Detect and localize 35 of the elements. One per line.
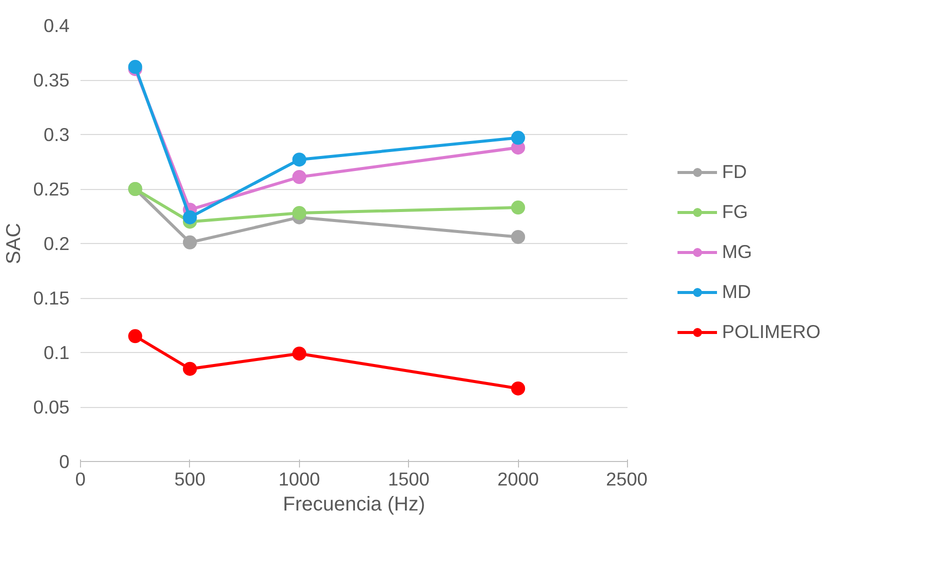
y-tick-label: 0.05: [33, 396, 70, 418]
x-tick-label: 1500: [388, 468, 430, 490]
y-tick-label: 0.35: [33, 70, 70, 90]
point: [511, 130, 526, 145]
point: [511, 230, 526, 244]
y-tick-label: 0.15: [33, 288, 70, 308]
point: [292, 206, 306, 220]
point: [182, 235, 197, 250]
point: [511, 200, 526, 215]
x-tick-label: 2500: [606, 468, 648, 490]
x-tick-label: 1000: [278, 468, 320, 490]
x-axis-title: Frecuencia (Hz): [282, 494, 426, 516]
y-tick-label: 0.3: [44, 124, 70, 145]
x-tick-label: 500: [174, 468, 206, 490]
point: [292, 170, 306, 184]
legend-label: POLIMERO: [722, 321, 820, 343]
y-axis-title: SAC: [3, 222, 26, 264]
y-tick-label: 0: [59, 451, 70, 472]
y-tick-label: 0.2: [44, 233, 70, 254]
legend-label: FD: [722, 161, 747, 183]
point: [292, 346, 306, 361]
legend-label: FG: [722, 201, 748, 223]
point: [128, 329, 142, 344]
x-tick-label: 0: [75, 468, 86, 490]
point: [511, 381, 526, 396]
legend-label: MG: [722, 241, 752, 263]
y-tick-label: 0.25: [33, 178, 70, 200]
y-tick-label: 0.4: [44, 15, 70, 36]
y-tick-label: 0.1: [44, 342, 70, 363]
point: [182, 210, 197, 224]
point: [182, 362, 197, 376]
point: [128, 60, 142, 74]
point: [292, 152, 306, 167]
legend-label: MD: [722, 281, 752, 303]
x-tick-label: 2000: [497, 468, 539, 490]
